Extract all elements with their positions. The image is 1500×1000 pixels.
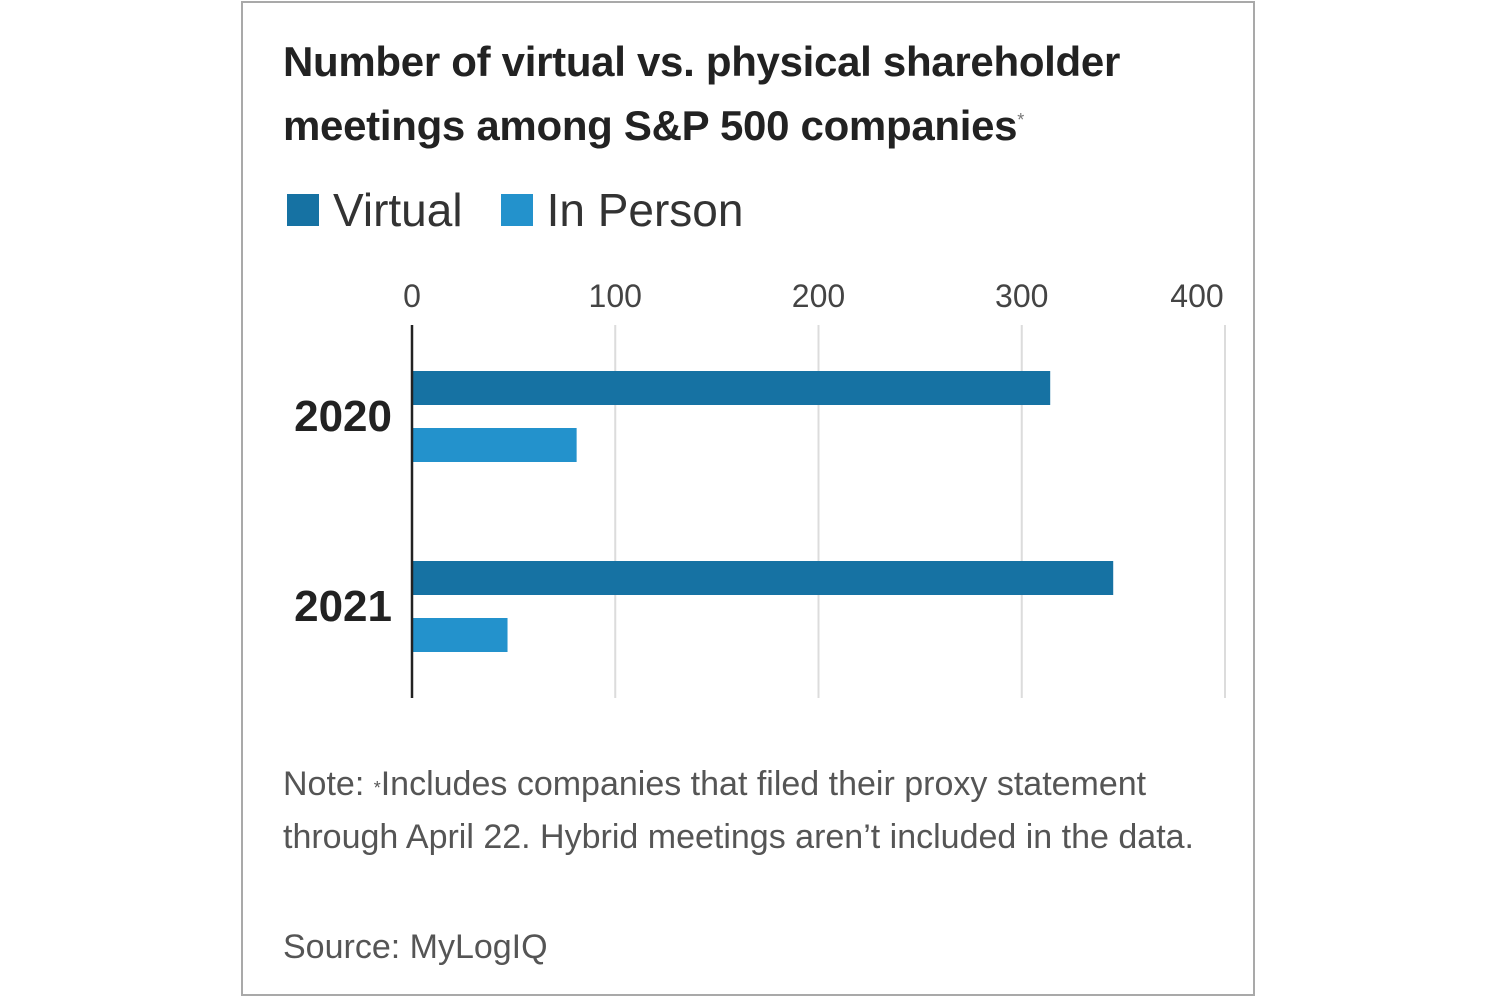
- legend-item-virtual: Virtual: [287, 183, 463, 237]
- chart-title-text: Number of virtual vs. physical sharehold…: [283, 38, 1120, 149]
- title-footnote-marker: *: [1017, 110, 1024, 130]
- note-text: Includes companies that filed their prox…: [283, 765, 1194, 856]
- bar-2021-in-person: [412, 618, 508, 652]
- legend-swatch-in-person: [500, 194, 533, 226]
- bar-2020-in-person: [412, 428, 577, 462]
- bar-2021-virtual: [412, 561, 1114, 595]
- x-tick-label-300: 300: [995, 278, 1048, 314]
- bar-2020-virtual: [412, 371, 1051, 405]
- chart-note: Note: *Includes companies that filed the…: [283, 758, 1223, 864]
- chart-frame: [241, 1, 1255, 996]
- x-tick-label-100: 100: [589, 278, 642, 314]
- legend-label-in-person: In Person: [546, 184, 744, 236]
- note-prefix: Note:: [283, 765, 374, 803]
- category-label-2020: 2020: [294, 392, 392, 441]
- legend-item-in-person: In Person: [500, 183, 744, 237]
- x-tick-label-200: 200: [792, 278, 845, 314]
- legend-label-virtual: Virtual: [333, 184, 463, 236]
- x-tick-label-400: 400: [1170, 278, 1223, 314]
- legend: Virtual In Person: [287, 180, 781, 240]
- chart-source: Source: MyLogIQ: [283, 928, 548, 966]
- x-tick-label-0: 0: [403, 278, 421, 314]
- note-marker: *: [373, 778, 381, 798]
- chart-title: Number of virtual vs. physical sharehold…: [283, 30, 1223, 158]
- category-label-2021: 2021: [294, 582, 392, 631]
- legend-swatch-virtual: [287, 194, 319, 226]
